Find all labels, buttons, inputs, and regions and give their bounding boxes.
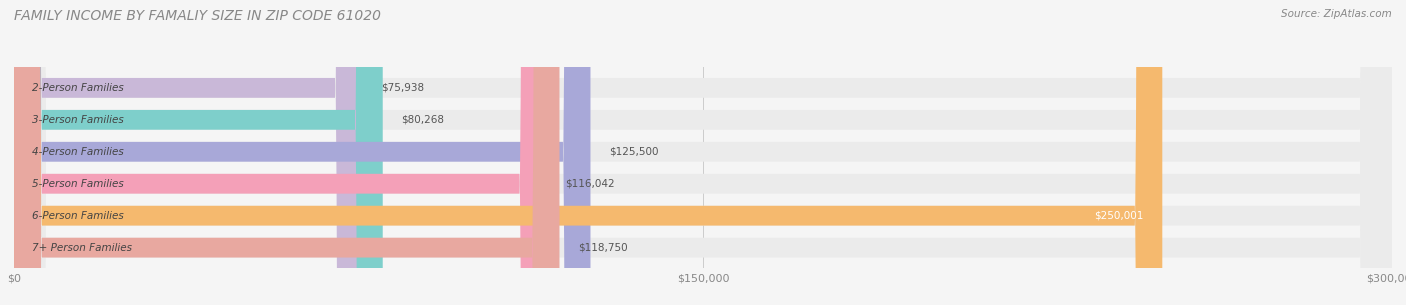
FancyBboxPatch shape: [14, 0, 1163, 305]
Text: 3-Person Families: 3-Person Families: [32, 115, 124, 125]
FancyBboxPatch shape: [14, 0, 547, 305]
Text: $116,042: $116,042: [565, 179, 614, 189]
FancyBboxPatch shape: [14, 0, 591, 305]
Text: $118,750: $118,750: [578, 243, 627, 253]
Text: 7+ Person Families: 7+ Person Families: [32, 243, 132, 253]
Text: FAMILY INCOME BY FAMALIY SIZE IN ZIP CODE 61020: FAMILY INCOME BY FAMALIY SIZE IN ZIP COD…: [14, 9, 381, 23]
FancyBboxPatch shape: [14, 0, 1392, 305]
FancyBboxPatch shape: [14, 0, 382, 305]
Text: $75,938: $75,938: [381, 83, 425, 93]
Text: 2-Person Families: 2-Person Families: [32, 83, 124, 93]
Text: 6-Person Families: 6-Person Families: [32, 211, 124, 221]
FancyBboxPatch shape: [14, 0, 560, 305]
FancyBboxPatch shape: [14, 0, 1392, 305]
Text: 4-Person Families: 4-Person Families: [32, 147, 124, 157]
Text: $125,500: $125,500: [609, 147, 658, 157]
FancyBboxPatch shape: [14, 0, 1392, 305]
Text: $250,001: $250,001: [1094, 211, 1144, 221]
FancyBboxPatch shape: [14, 0, 1392, 305]
FancyBboxPatch shape: [14, 0, 1392, 305]
Text: Source: ZipAtlas.com: Source: ZipAtlas.com: [1281, 9, 1392, 19]
Text: $80,268: $80,268: [401, 115, 444, 125]
Text: 5-Person Families: 5-Person Families: [32, 179, 124, 189]
FancyBboxPatch shape: [14, 0, 363, 305]
FancyBboxPatch shape: [14, 0, 1392, 305]
